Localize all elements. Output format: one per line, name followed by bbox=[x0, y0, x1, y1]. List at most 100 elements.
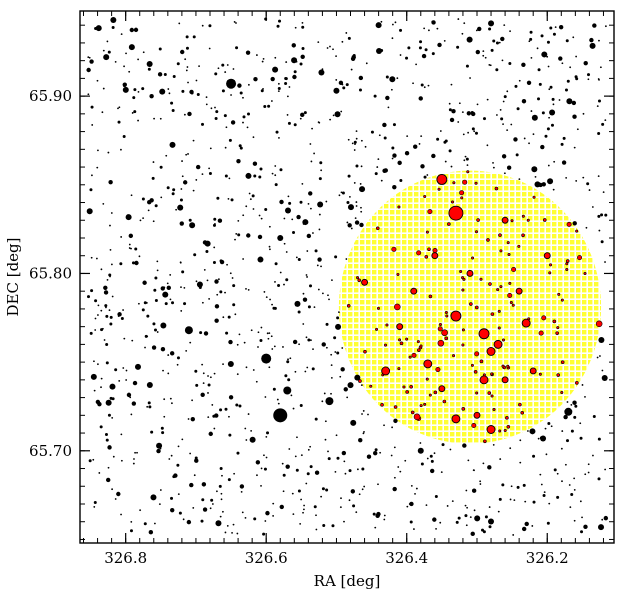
field-star bbox=[133, 27, 139, 33]
field-star bbox=[236, 158, 241, 164]
field-star bbox=[307, 305, 311, 309]
field-star bbox=[147, 401, 151, 405]
field-star bbox=[573, 519, 576, 522]
field-star bbox=[144, 346, 146, 349]
field-star bbox=[518, 178, 521, 181]
field-star bbox=[305, 482, 308, 485]
field-star bbox=[181, 175, 184, 178]
field-star bbox=[542, 494, 546, 498]
field-star bbox=[501, 483, 505, 487]
member-star bbox=[488, 282, 492, 286]
field-star bbox=[528, 40, 531, 43]
member-star bbox=[548, 271, 552, 275]
member-star bbox=[459, 190, 465, 196]
field-star bbox=[312, 348, 314, 350]
field-star bbox=[105, 343, 109, 347]
field-star bbox=[212, 414, 216, 418]
field-star bbox=[96, 166, 99, 169]
y-tick-label: 65.80 bbox=[29, 264, 72, 282]
field-star bbox=[187, 418, 190, 420]
field-star bbox=[510, 123, 513, 126]
field-star bbox=[532, 133, 535, 136]
field-star bbox=[221, 474, 223, 477]
field-star bbox=[128, 233, 134, 239]
field-star bbox=[247, 413, 250, 415]
field-star bbox=[558, 24, 564, 30]
field-star bbox=[224, 531, 227, 534]
field-star bbox=[276, 24, 280, 28]
field-star bbox=[181, 438, 184, 441]
field-star bbox=[288, 201, 292, 205]
field-star bbox=[583, 524, 588, 530]
field-star bbox=[279, 199, 284, 205]
field-star bbox=[434, 495, 438, 499]
field-star bbox=[289, 357, 292, 360]
field-star bbox=[195, 164, 201, 170]
field-star bbox=[545, 453, 548, 456]
field-star bbox=[227, 315, 231, 319]
field-star bbox=[159, 88, 166, 95]
field-star bbox=[449, 117, 455, 123]
field-star bbox=[299, 117, 302, 120]
field-star bbox=[461, 111, 464, 114]
field-star bbox=[596, 356, 599, 359]
field-star bbox=[142, 280, 147, 285]
field-star bbox=[176, 62, 180, 66]
member-star bbox=[497, 309, 501, 313]
field-star bbox=[532, 500, 536, 504]
field-star bbox=[206, 279, 209, 282]
field-star bbox=[97, 314, 99, 316]
field-star bbox=[192, 139, 195, 142]
field-star bbox=[516, 485, 520, 489]
member-star bbox=[503, 429, 507, 433]
field-star bbox=[87, 295, 91, 299]
member-star bbox=[444, 310, 448, 314]
field-star bbox=[201, 122, 205, 126]
field-star bbox=[194, 458, 199, 463]
field-star bbox=[383, 518, 386, 521]
member-star bbox=[396, 323, 404, 331]
field-star bbox=[189, 222, 196, 229]
member-star bbox=[577, 255, 583, 261]
field-star bbox=[481, 528, 485, 532]
field-star bbox=[94, 329, 97, 331]
field-star bbox=[325, 346, 328, 349]
field-star bbox=[133, 458, 135, 460]
field-stars-layer bbox=[86, 16, 609, 537]
field-star bbox=[549, 26, 553, 30]
field-star bbox=[430, 459, 434, 463]
field-star bbox=[260, 89, 264, 93]
member-star bbox=[445, 314, 449, 318]
field-star bbox=[518, 79, 521, 82]
field-star bbox=[288, 448, 291, 450]
member-star bbox=[423, 359, 433, 369]
field-star bbox=[341, 450, 347, 456]
field-star bbox=[110, 263, 113, 266]
field-star bbox=[126, 392, 132, 398]
field-star bbox=[210, 107, 213, 110]
member-star bbox=[518, 402, 522, 407]
field-star bbox=[296, 214, 301, 220]
field-star bbox=[302, 292, 305, 295]
field-star bbox=[488, 27, 492, 31]
field-star bbox=[523, 137, 526, 140]
field-star bbox=[196, 281, 203, 288]
field-star bbox=[169, 274, 172, 276]
field-star bbox=[413, 144, 418, 149]
member-star bbox=[521, 214, 525, 218]
field-star bbox=[390, 454, 393, 457]
field-star bbox=[510, 485, 513, 488]
field-star bbox=[287, 121, 291, 125]
field-star bbox=[263, 291, 266, 293]
field-star bbox=[592, 454, 594, 457]
field-star bbox=[246, 233, 251, 238]
field-star bbox=[137, 364, 140, 367]
field-star bbox=[548, 88, 551, 91]
field-star bbox=[538, 82, 542, 86]
field-star bbox=[301, 182, 304, 185]
member-star bbox=[556, 373, 561, 377]
field-star bbox=[114, 368, 118, 372]
field-star bbox=[107, 151, 110, 154]
bright-stars-layer bbox=[184, 20, 573, 454]
field-star bbox=[302, 297, 308, 302]
